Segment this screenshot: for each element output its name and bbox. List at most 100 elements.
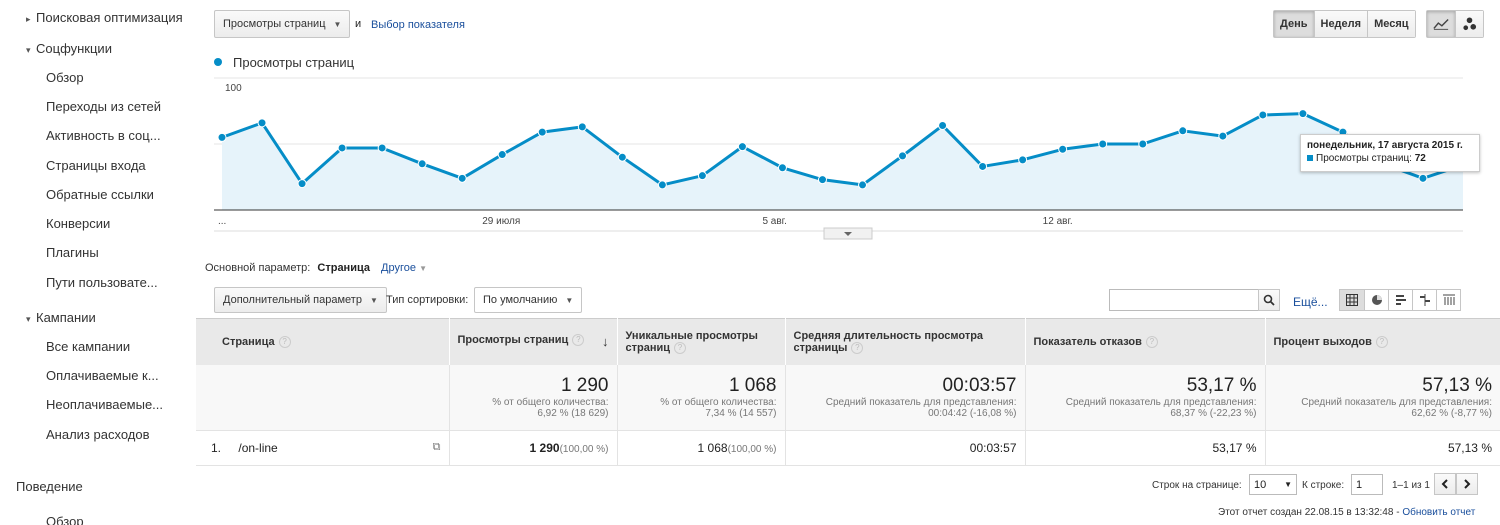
legend-marker [214,58,222,66]
sidebar-item-label: Обзор [46,514,84,525]
bounce-cell: 53,17 % [1025,430,1266,466]
sidebar-item[interactable]: Плагины [46,245,99,260]
sidebar-item[interactable]: Обзор [46,70,84,85]
help-icon[interactable]: ? [278,335,291,348]
primary-dimension-value[interactable]: Страница [317,262,370,274]
column-header-exit-rate[interactable]: Процент выходов? [1265,318,1500,365]
more-link[interactable]: Ещё... [1293,295,1328,309]
data-point [697,171,707,181]
y-tick-label: 100 [225,83,242,94]
caret-down-icon: ▾ [26,314,31,324]
chart-type-switcher [1426,10,1484,38]
search-icon[interactable] [1258,289,1280,311]
sidebar-item-label: Анализ расходов [46,427,150,442]
period-month-button[interactable]: Месяц [1367,11,1415,37]
sort-type-select[interactable]: По умолчанию ▼ [474,287,583,313]
column-header-bounce-rate[interactable]: Показатель отказов? [1025,318,1266,365]
legend-label: Просмотры страниц [233,55,355,70]
data-point [1178,126,1188,136]
help-icon[interactable]: ? [1375,335,1388,348]
data-point [417,159,427,169]
report-created-text: Этот отчет создан 22.08.15 в 13:32:48 - [1218,507,1400,518]
column-header-page[interactable]: Страница? [196,318,450,365]
period-week-button[interactable]: Неделя [1313,11,1368,37]
sidebar-item[interactable]: Оплачиваемые к... [46,368,159,383]
header-label: Показатель отказов [1033,335,1142,348]
sidebar-item[interactable]: Переходы из сетей [46,99,161,114]
pageviews-value: 1 290 [529,441,560,455]
prev-page-button[interactable] [1434,473,1456,495]
column-header-avg-time[interactable]: Средняя длительность просмотра страницы? [785,318,1026,365]
total-note: Средний показатель для представления: [1065,397,1257,409]
data-point [1218,131,1228,141]
header-label: Средняя длительность просмотра страницы [793,329,984,354]
data-point [217,132,227,142]
rows-per-page-value: 10 [1254,478,1267,491]
line-chart-icon[interactable] [1427,11,1455,37]
rows-per-page-select[interactable]: 10 ▼ [1249,474,1297,495]
totals-cell: 1 290% от общего количества: 6,92 % (18 6… [449,364,618,431]
column-header-unique-pageviews[interactable]: Уникальные просмотры страниц? [617,318,786,365]
help-icon[interactable]: ? [674,341,687,354]
tooltip-line: Просмотры страниц: 72 [1307,153,1473,164]
unique-value: 1 068 [697,441,728,455]
sidebar: ▸ Поисковая оптимизация ▾ Соцфункции Обзор Пе… [0,0,196,525]
period-day-button[interactable]: День [1274,11,1314,37]
report-footer: Этот отчет создан 22.08.15 в 13:32:48 - … [1218,507,1475,518]
motion-chart-icon[interactable] [1455,11,1483,37]
data-point [1018,155,1028,165]
total-note: % от общего количества: [660,397,777,409]
sidebar-item[interactable]: Конверсии [46,216,110,231]
help-icon[interactable]: ? [572,334,585,347]
sidebar-item[interactable]: Поведение [16,479,83,494]
column-header-pageviews[interactable]: Просмотры страниц? ↓ [449,318,618,365]
page-link[interactable]: /on-line [238,441,278,455]
sidebar-item[interactable]: ▸ Поисковая оптимизация [26,10,183,25]
sidebar-item[interactable]: ▾ Соцфункции [26,41,112,56]
other-dimension-link[interactable]: Другое ▼ [381,262,427,274]
pivot-icon[interactable] [1436,290,1460,310]
chevron-down-icon: ▼ [369,295,378,305]
total-value: 53,17 % [1186,375,1257,397]
sidebar-item[interactable]: Страницы входа [46,158,146,173]
pie-chart-icon[interactable] [1364,290,1388,310]
exit-cell: 57,13 % [1265,430,1500,466]
data-point [497,150,507,160]
sidebar-item-label: Переходы из сетей [46,99,162,114]
help-icon[interactable]: ? [851,341,864,354]
sidebar-item[interactable]: Анализ расходов [46,427,149,442]
sort-type-label: Тип сортировки: [386,294,469,306]
metric-select[interactable]: Просмотры страниц ▼ [214,10,351,38]
choose-metric-link[interactable]: Выбор показателя [371,19,465,31]
table-search-input[interactable] [1109,289,1259,311]
data-point [377,143,387,153]
open-external-icon[interactable]: ⧉ [432,441,441,453]
sidebar-item[interactable]: Все кампании [46,339,130,354]
sidebar-item[interactable]: Пути пользовате... [46,275,158,290]
help-icon[interactable]: ? [1145,335,1158,348]
primary-dimension: Основной параметр: Страница Другое ▼ [205,262,427,274]
secondary-dimension-select[interactable]: Дополнительный параметр ▼ [214,287,387,313]
next-page-button[interactable] [1456,473,1478,495]
sort-desc-icon: ↓ [602,334,609,350]
sidebar-item[interactable]: Неоплачиваемые... [46,397,163,412]
sidebar-item[interactable]: Активность в соц... [46,128,161,143]
sidebar-item[interactable]: Обзор [46,514,84,525]
performance-icon[interactable] [1388,290,1412,310]
goto-row-input[interactable]: 1 [1351,474,1383,495]
sidebar-item-label: Все кампании [46,339,131,354]
sidebar-item[interactable]: ▾ Кампании [26,310,96,325]
sidebar-item[interactable]: Обратные ссылки [46,187,154,202]
data-table-icon[interactable] [1340,290,1364,310]
refresh-report-link[interactable]: Обновить отчет [1402,507,1476,518]
totals-cell: 1 068% от общего количества: 7,34 % (14 5… [617,364,786,431]
data-point [1138,139,1148,149]
comparison-icon[interactable] [1412,290,1436,310]
sidebar-item-label: Соцфункции [36,41,112,56]
data-point [1258,110,1268,120]
totals-cell: 00:03:57 Средний показатель для представл… [785,364,1026,431]
sidebar-item-label: Активность в соц... [46,128,161,143]
x-tick-label: 29 июля [482,216,520,227]
tooltip-label: Просмотры страниц: [1316,153,1412,164]
totals-cell: 57,13 % Средний показатель для представле… [1265,364,1500,431]
